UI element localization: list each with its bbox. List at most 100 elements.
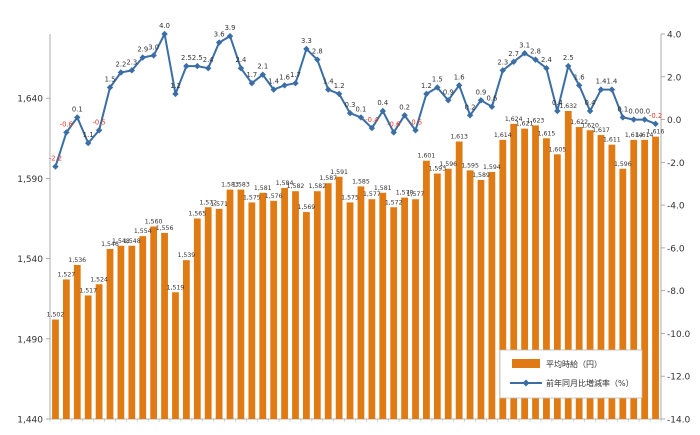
line-point — [412, 127, 419, 134]
bar-data-label: 1,616 — [647, 129, 665, 136]
bar — [510, 123, 518, 419]
bar — [630, 139, 638, 419]
line-point — [215, 39, 223, 46]
bar-data-label: 1,621 — [516, 121, 534, 128]
line-point — [368, 124, 376, 132]
line-data-label: 2.4 — [541, 56, 552, 64]
bar-data-label: 1,624 — [505, 116, 523, 123]
line-point — [314, 56, 321, 63]
bar — [521, 128, 528, 420]
line-data-label: 0.0 — [639, 108, 650, 116]
bar-data-label: 1,585 — [352, 178, 370, 185]
bar-data-label: 1,517 — [79, 287, 97, 294]
legend-line-label: 前年同月比増減率（%） — [546, 378, 634, 388]
line-point — [128, 67, 136, 74]
line-data-label: 1.7 — [246, 71, 257, 79]
line-path — [54, 33, 656, 167]
line-point — [161, 30, 168, 38]
line-data-label: 2.4 — [203, 56, 214, 64]
bar — [335, 176, 343, 419]
bar — [488, 171, 496, 419]
line-point — [172, 90, 179, 98]
bar — [466, 170, 474, 419]
bar — [477, 179, 485, 419]
line-point — [63, 129, 70, 136]
bar — [324, 183, 332, 419]
bar — [183, 260, 190, 419]
bar — [455, 141, 463, 419]
bar-data-label: 1,524 — [90, 276, 108, 283]
bar — [652, 136, 659, 419]
left-axis-tick-label: 1,540 — [17, 255, 43, 265]
left-axis-tick-label: 1,440 — [17, 416, 43, 426]
right-axis-tick-label: 2.0 — [667, 73, 682, 83]
bar — [379, 192, 387, 419]
line-data-label: 2.5 — [563, 54, 574, 62]
line-data-label: 1.4 — [323, 78, 334, 86]
line-point — [248, 79, 256, 87]
right-axis-tick-label: -2.0 — [667, 159, 685, 169]
right-axis-tick-label: 4.0 — [667, 31, 682, 41]
bar — [619, 168, 627, 419]
bar — [128, 245, 136, 419]
bar-data-label: 1,554 — [134, 228, 152, 235]
legend-box — [499, 349, 643, 399]
legend-bar-label: 平均時給（円） — [546, 359, 602, 369]
bar-data-label: 1,572 — [385, 199, 403, 206]
line-data-label: 0.2 — [399, 103, 410, 111]
line-data-label: 0.1 — [356, 105, 367, 113]
line-point — [488, 103, 496, 110]
legend: 平均時給（円） 前年同月比増減率（%） — [499, 349, 643, 399]
line-series — [52, 30, 659, 170]
line-data-label: 0.6 — [486, 95, 497, 103]
bar-data-label: 1,539 — [178, 252, 196, 259]
bar — [204, 207, 212, 419]
bar-data-label: 1,556 — [156, 225, 174, 232]
line-data-label: 1.2 — [334, 82, 345, 90]
line-data-label: 0.0 — [628, 108, 639, 116]
line-data-label: 2.8 — [312, 48, 323, 56]
bar-data-label: 1,596 — [439, 161, 457, 168]
line-data-label: 1.6 — [454, 73, 465, 81]
line-point — [445, 97, 452, 104]
bar — [303, 212, 310, 419]
bar-data-label: 1,565 — [188, 210, 206, 217]
bar-data-label: 1,615 — [538, 130, 556, 137]
line-point — [52, 163, 59, 170]
bar — [423, 160, 430, 419]
line-point — [303, 45, 310, 53]
bar — [292, 191, 299, 419]
bar — [641, 139, 649, 419]
bar-data-label: 1,617 — [592, 127, 610, 134]
bar-data-label: 1,527 — [58, 271, 76, 278]
line-data-label: 1.6 — [279, 73, 290, 81]
line-point — [325, 86, 332, 93]
line-data-label: 2.5 — [192, 54, 203, 62]
line-point — [74, 114, 81, 121]
line-data-label: 2.3 — [497, 58, 508, 66]
bar — [161, 232, 168, 419]
bar-data-label: 1,622 — [570, 119, 588, 126]
line-data-label: 1.1 — [83, 131, 94, 139]
line-data-label: 2.3 — [126, 58, 137, 66]
line-point — [95, 127, 103, 134]
bar-data-label: 1,632 — [559, 103, 577, 110]
bar-data-label: 1,560 — [145, 219, 163, 226]
bar-data-label: 1,577 — [407, 191, 425, 198]
right-axis-tick-label: -6.0 — [667, 244, 685, 254]
line-point — [423, 90, 430, 98]
legend-bar-swatch — [512, 359, 540, 368]
line-point — [390, 129, 397, 136]
bar-data-label: 1,519 — [167, 284, 185, 291]
bar — [226, 189, 234, 419]
bar — [248, 202, 256, 419]
line-data-label: 3.1 — [519, 41, 530, 49]
line-point — [641, 116, 648, 123]
bar-data-label: 1,614 — [494, 132, 512, 139]
bar-data-label: 1,589 — [472, 172, 490, 179]
bar-data-label: 1,583 — [232, 182, 250, 189]
bar — [172, 292, 179, 419]
bar — [95, 284, 103, 419]
line-data-label: 0.1 — [617, 105, 628, 113]
bar — [357, 186, 365, 419]
